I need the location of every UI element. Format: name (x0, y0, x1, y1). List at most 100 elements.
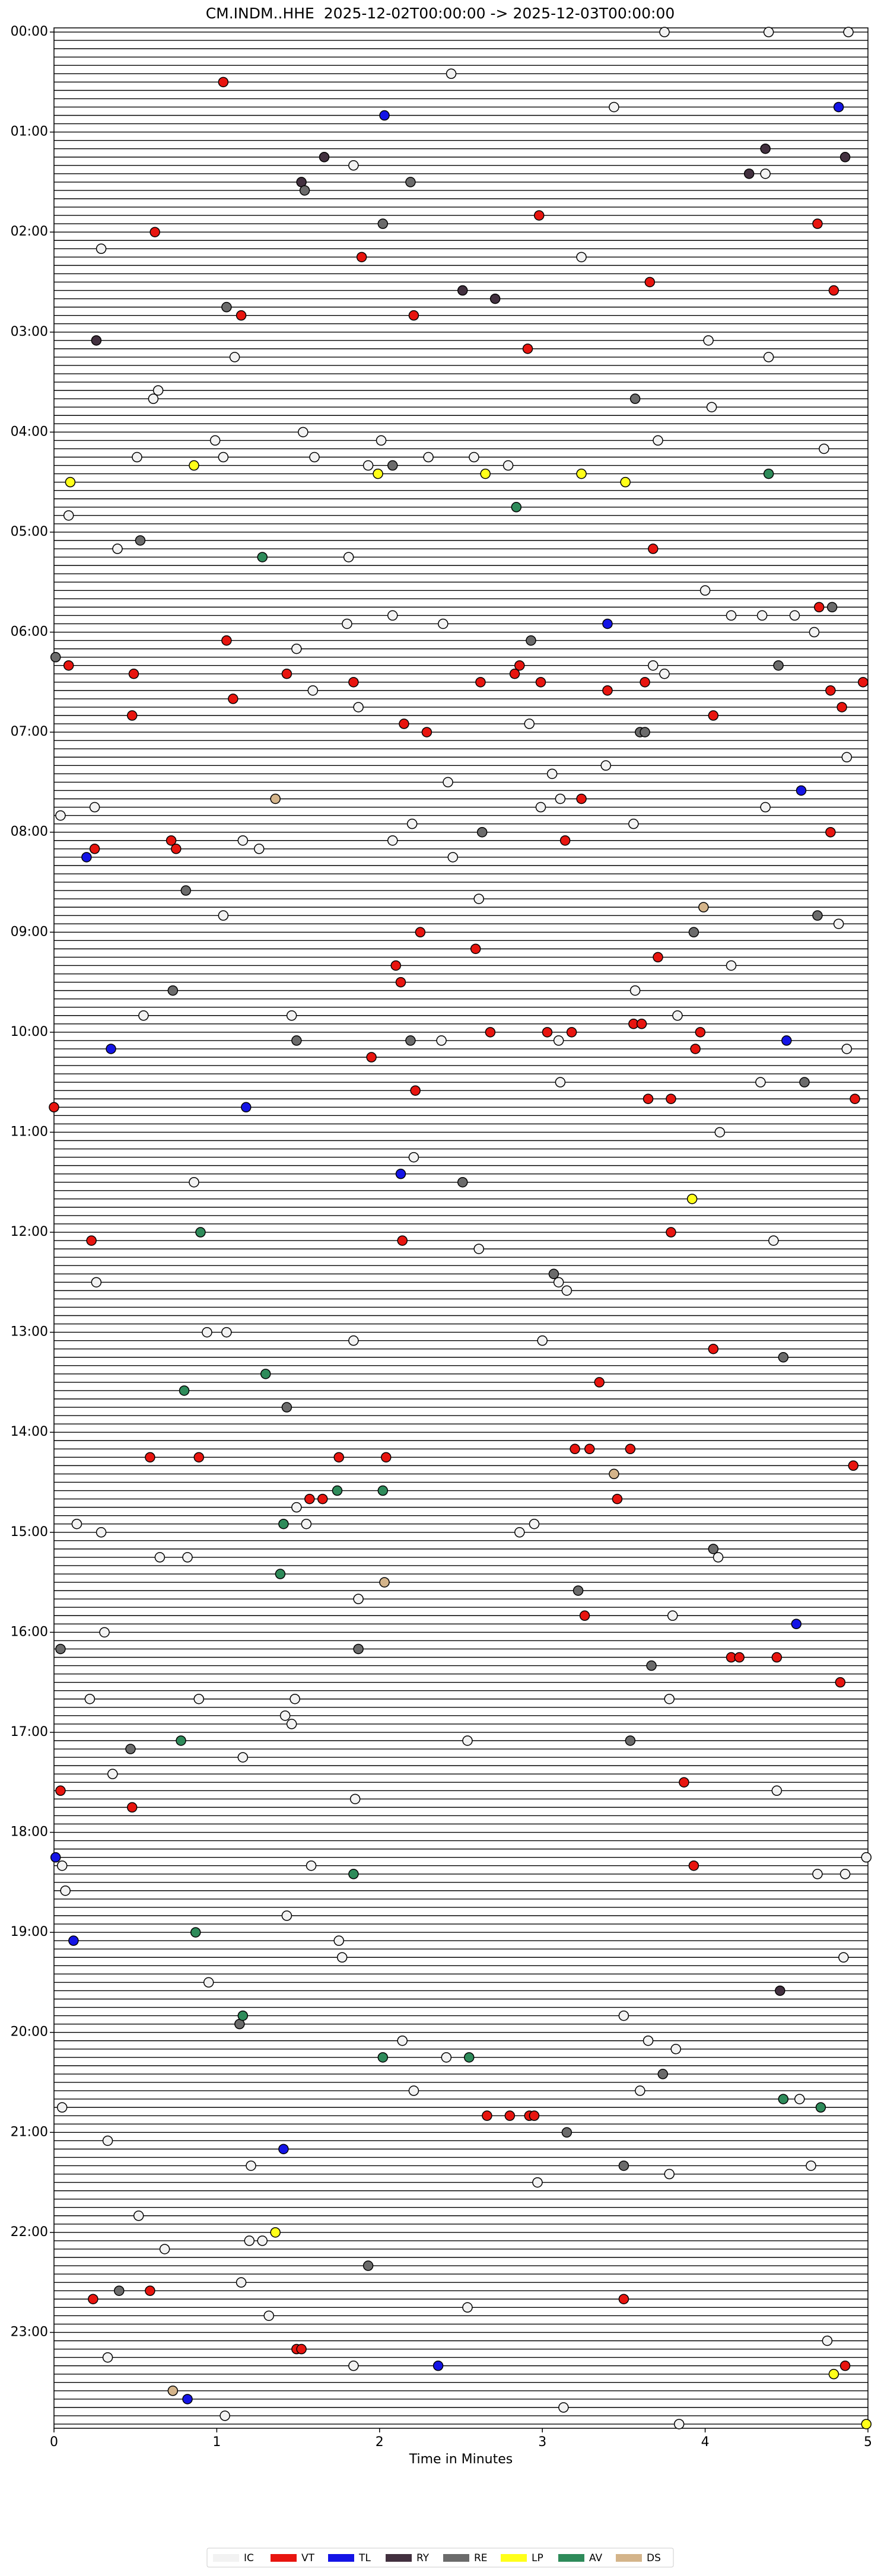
event-marker (476, 826, 488, 838)
event-marker (726, 960, 737, 971)
event-marker (377, 218, 389, 229)
y-tick-label: 08:00 (11, 825, 48, 839)
event-marker (457, 285, 468, 296)
legend-swatch (558, 2554, 584, 2562)
y-tick-label: 10:00 (11, 1025, 48, 1039)
event-marker (306, 1860, 317, 1871)
event-marker (148, 393, 159, 404)
event-marker (296, 2343, 307, 2355)
y-tick-label: 21:00 (11, 2125, 48, 2139)
event-marker (690, 1044, 701, 1054)
event-marker (600, 760, 611, 771)
event-marker (809, 626, 820, 638)
event-marker (257, 2235, 268, 2246)
event-marker (135, 535, 146, 546)
event-marker (397, 2035, 408, 2046)
event-marker (511, 502, 522, 513)
event-marker (822, 2335, 833, 2346)
y-tick-label: 07:00 (11, 724, 48, 739)
event-marker (112, 543, 123, 554)
event-marker (390, 960, 401, 971)
event-marker (387, 835, 398, 846)
event-marker (806, 2160, 816, 2171)
event-marker (145, 1452, 155, 1463)
event-marker (387, 610, 398, 621)
event-marker (826, 602, 838, 613)
event-marker (443, 777, 453, 788)
event-marker (96, 1527, 107, 1538)
event-marker (107, 1769, 118, 1779)
event-marker (379, 110, 390, 121)
event-marker (333, 1452, 344, 1463)
event-marker (353, 1643, 364, 1655)
event-marker (473, 893, 484, 904)
event-marker (381, 1452, 392, 1463)
x-tick-label: 2 (376, 2435, 384, 2450)
chart-title: CM.INDM..HHE 2025-12-02T00:00:00 -> 2025… (206, 5, 675, 22)
event-marker (713, 1552, 724, 1563)
event-marker (102, 2135, 113, 2146)
event-marker (379, 1577, 390, 1588)
event-marker (406, 818, 418, 829)
event-marker (559, 835, 571, 846)
y-tick-label: 06:00 (11, 625, 48, 640)
y-tick-label: 22:00 (11, 2225, 48, 2240)
legend-label: AV (589, 2552, 603, 2564)
event-marker (763, 352, 774, 362)
event-marker (504, 2110, 516, 2121)
event-marker (756, 610, 768, 621)
event-marker (49, 1102, 59, 1113)
event-marker (482, 2110, 492, 2121)
legend-swatch (213, 2554, 239, 2562)
event-marker (514, 1527, 525, 1538)
event-marker (190, 1927, 201, 1938)
event-marker (179, 1385, 190, 1396)
event-marker (410, 1085, 421, 1096)
event-marker (612, 1493, 623, 1505)
event-marker (286, 1719, 297, 1729)
event-marker (819, 443, 829, 454)
legend-swatch (616, 2554, 642, 2562)
event-marker (629, 393, 641, 404)
y-tick-label: 02:00 (11, 224, 48, 239)
event-marker (618, 2010, 629, 2021)
event-marker (839, 152, 851, 163)
event-marker (579, 1610, 590, 1621)
event-marker (643, 2035, 654, 2046)
event-marker (664, 2168, 675, 2180)
event-marker (648, 543, 659, 554)
event-marker (221, 301, 232, 313)
event-marker (533, 210, 545, 221)
event-marker (193, 1693, 204, 1704)
event-marker (537, 1335, 548, 1346)
event-marker (438, 618, 449, 629)
event-marker (475, 677, 486, 688)
event-marker (796, 785, 807, 796)
event-marker (317, 1493, 328, 1505)
event-marker (837, 702, 847, 713)
event-marker (726, 610, 737, 621)
event-marker (664, 1693, 675, 1704)
event-marker (81, 852, 92, 863)
event-marker (673, 2419, 685, 2429)
event-marker (189, 1176, 199, 1188)
event-marker (397, 1235, 408, 1246)
event-marker (833, 918, 844, 929)
event-marker (646, 1660, 657, 1671)
event-marker (509, 669, 520, 679)
event-marker (126, 710, 138, 721)
event-marker (154, 1552, 166, 1563)
event-marker (336, 1952, 348, 1963)
event-marker (436, 1035, 447, 1046)
event-marker (535, 802, 546, 813)
event-marker (202, 1327, 212, 1338)
event-marker (405, 177, 416, 187)
event-marker (159, 2244, 170, 2254)
event-marker (489, 293, 501, 304)
event-marker (828, 2368, 839, 2380)
event-marker (618, 2294, 629, 2304)
event-marker (218, 77, 229, 88)
event-marker (839, 2360, 851, 2371)
event-marker (529, 1518, 540, 1529)
legend-swatch (501, 2554, 527, 2562)
